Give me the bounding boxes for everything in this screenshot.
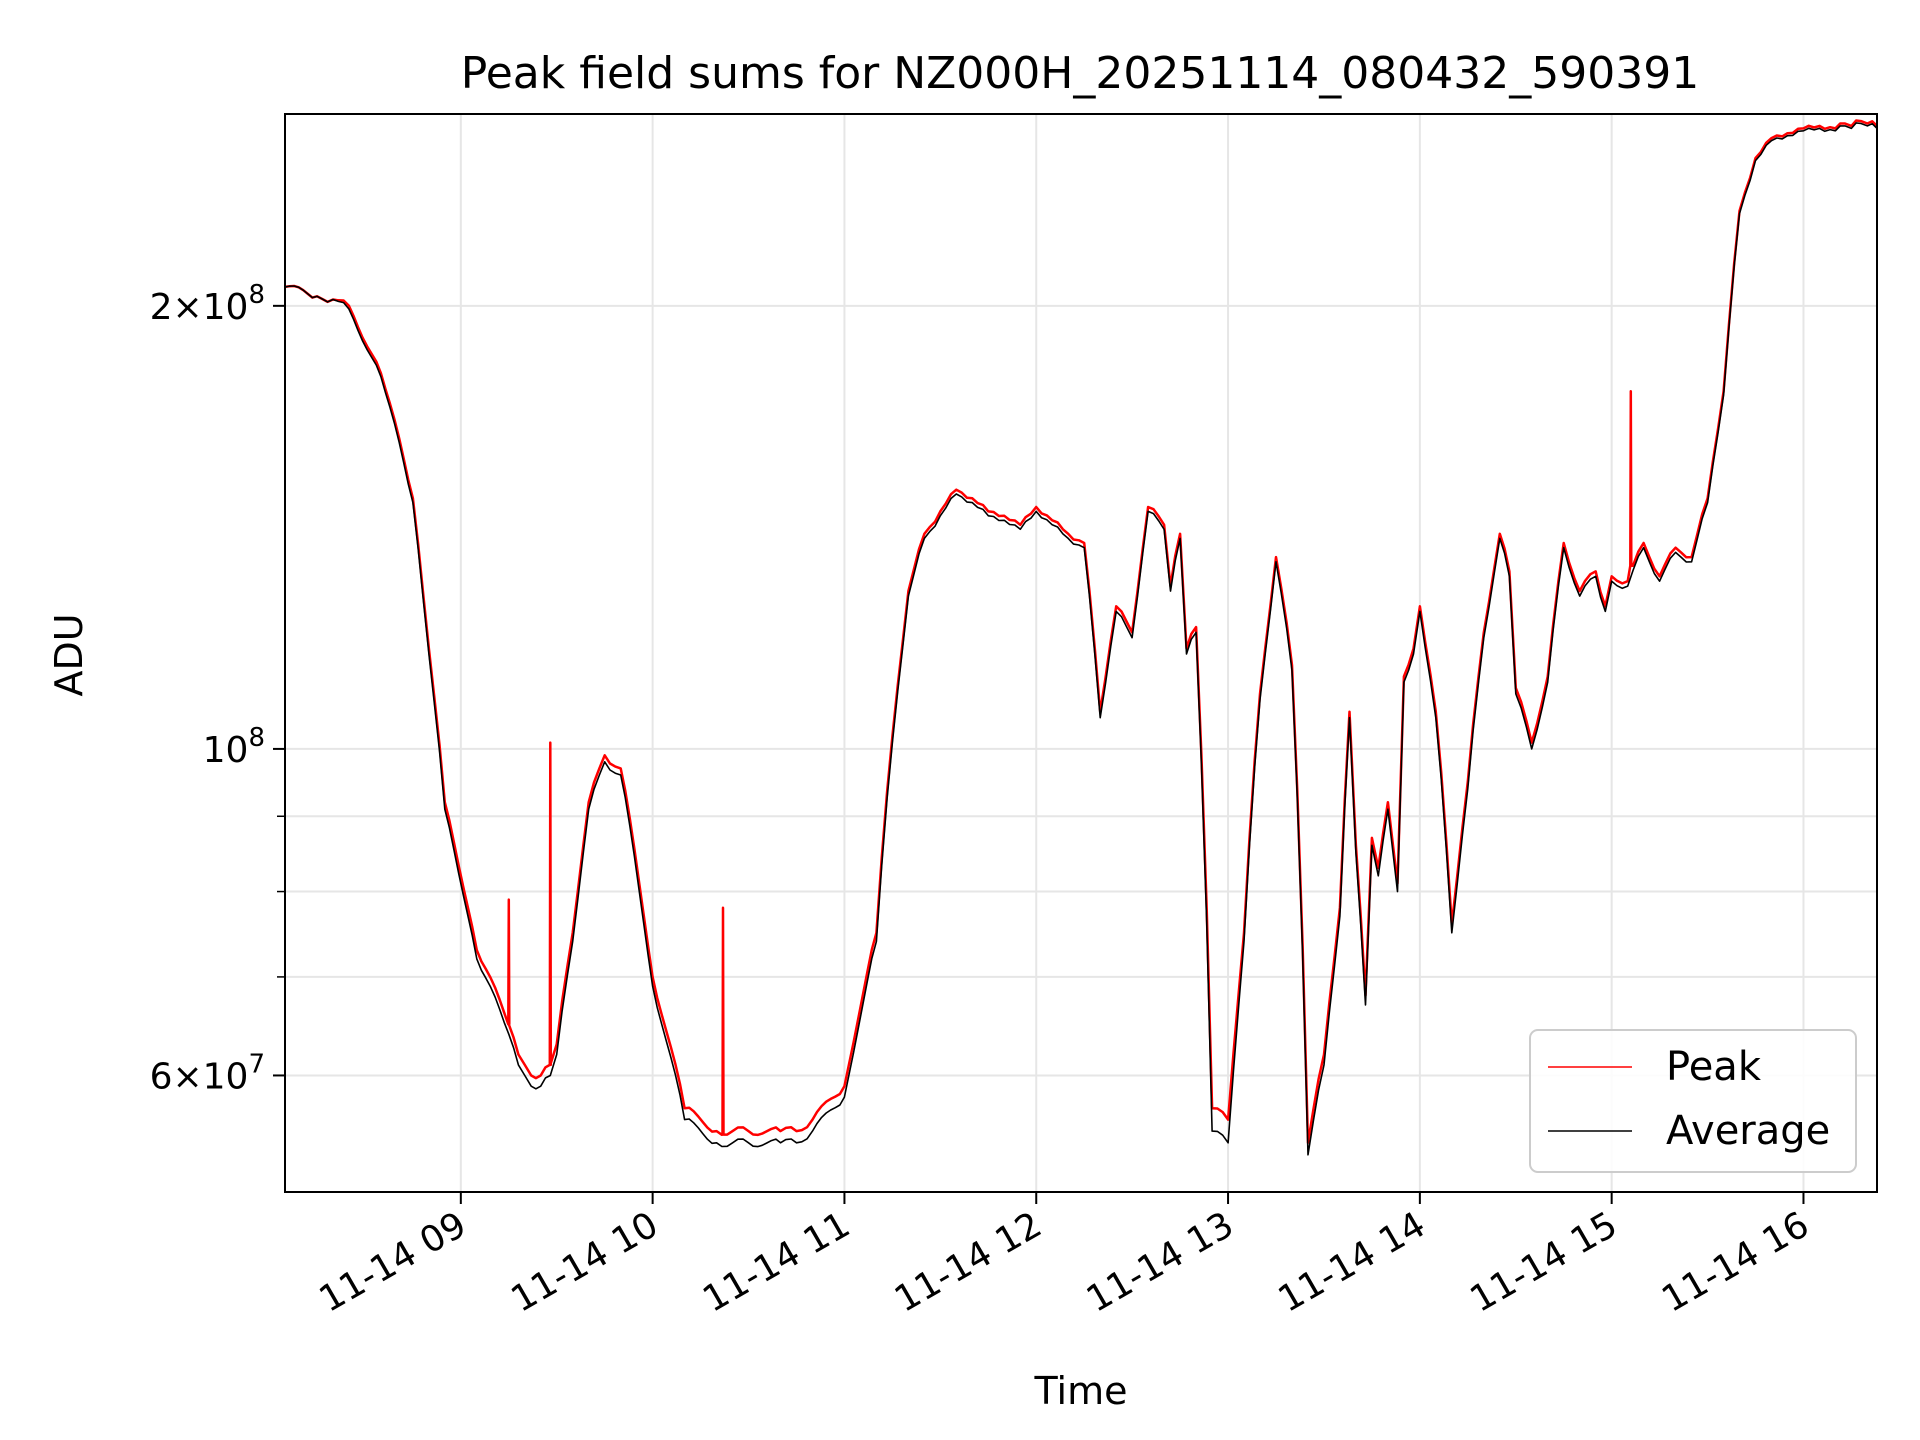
legend-box (1529, 1029, 1857, 1173)
chart-title: Peak field sums for NZ000H_20251114_0804… (461, 48, 1699, 99)
legend-label-peak: Peak (1666, 1044, 1762, 1090)
y-axis-label: ADU (47, 613, 91, 696)
x-axis-label: Time (1034, 1369, 1128, 1413)
legend-label-average: Average (1666, 1108, 1830, 1154)
series-line-peak (285, 119, 1877, 1145)
y-tick-label: 2×108 (150, 280, 265, 328)
legend: Peak Average (1529, 1029, 1857, 1173)
y-tick-label: 108 (203, 723, 265, 771)
series-layer (285, 119, 1877, 1156)
series-line-average (285, 122, 1877, 1156)
plot-frame (284, 113, 1878, 1193)
y-tick-label: 6×107 (150, 1049, 265, 1097)
y-axis: 6×107 108 2×108 (150, 280, 285, 1097)
